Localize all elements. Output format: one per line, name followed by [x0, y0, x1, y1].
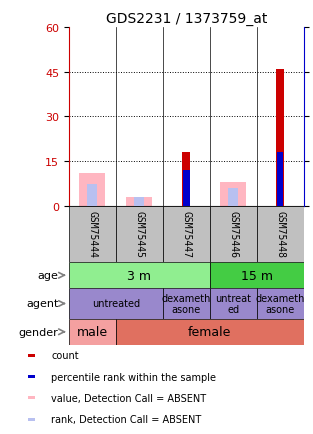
Text: rank, Detection Call = ABSENT: rank, Detection Call = ABSENT [51, 414, 202, 424]
Text: GSM75447: GSM75447 [181, 211, 191, 258]
Bar [80, 174, 105, 206]
Text: gender: gender [19, 327, 59, 337]
Text: GSM75448: GSM75448 [275, 211, 285, 258]
Bar [28, 354, 35, 357]
Bar [28, 396, 35, 399]
Text: GSM75446: GSM75446 [228, 211, 238, 258]
Bar [116, 319, 304, 345]
Text: 15 m: 15 m [241, 269, 273, 282]
Text: value, Detection Call = ABSENT: value, Detection Call = ABSENT [51, 393, 207, 403]
Bar [69, 319, 116, 345]
Bar [126, 197, 152, 206]
Bar [163, 206, 210, 263]
Bar [257, 206, 304, 263]
Bar [210, 289, 257, 319]
Text: female: female [188, 326, 231, 339]
Bar [210, 206, 257, 263]
Text: 3 m: 3 m [127, 269, 151, 282]
Bar [228, 188, 239, 206]
Bar [69, 206, 116, 263]
Text: GSM75445: GSM75445 [134, 211, 144, 258]
Text: dexameth
asone: dexameth asone [255, 293, 305, 315]
Bar [163, 289, 210, 319]
Bar [257, 289, 304, 319]
Text: agent: agent [26, 299, 59, 309]
Text: age: age [38, 271, 59, 280]
Bar [116, 206, 163, 263]
Title: GDS2231 / 1373759_at: GDS2231 / 1373759_at [105, 12, 267, 26]
Text: percentile rank within the sample: percentile rank within the sample [51, 372, 216, 382]
Bar [134, 197, 144, 206]
Bar [210, 263, 304, 289]
Text: dexameth
asone: dexameth asone [162, 293, 211, 315]
Text: count: count [51, 351, 79, 361]
Bar [276, 70, 284, 206]
Bar [220, 182, 246, 206]
Bar [87, 185, 98, 206]
Text: untreat
ed: untreat ed [215, 293, 251, 315]
Bar [69, 263, 210, 289]
Bar [277, 153, 284, 206]
Bar [28, 418, 35, 421]
Bar [182, 153, 190, 206]
Bar [28, 375, 35, 378]
Bar [183, 171, 190, 206]
Text: untreated: untreated [92, 299, 140, 309]
Bar [69, 289, 163, 319]
Text: male: male [77, 326, 108, 339]
Text: GSM75444: GSM75444 [87, 211, 97, 258]
